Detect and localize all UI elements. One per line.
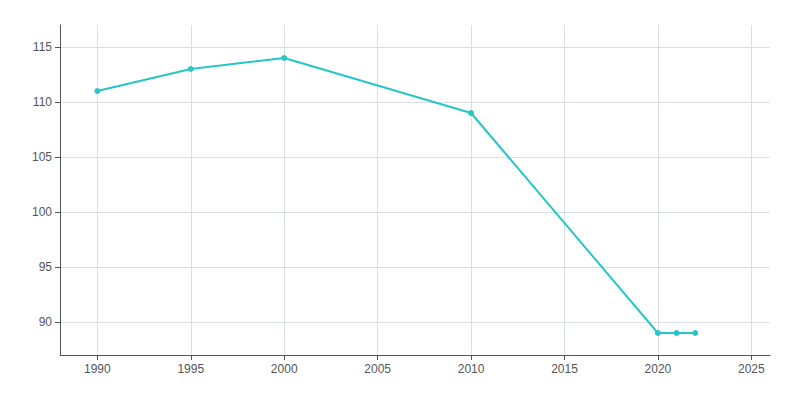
svg-text:1995: 1995: [177, 362, 204, 376]
svg-text:2015: 2015: [551, 362, 578, 376]
svg-text:2000: 2000: [271, 362, 298, 376]
svg-text:95: 95: [39, 260, 53, 274]
svg-text:2005: 2005: [364, 362, 391, 376]
svg-text:2020: 2020: [645, 362, 672, 376]
svg-text:1990: 1990: [84, 362, 111, 376]
svg-text:2010: 2010: [458, 362, 485, 376]
svg-text:110: 110: [33, 95, 52, 109]
svg-text:100: 100: [32, 205, 52, 219]
svg-text:90: 90: [39, 315, 53, 329]
svg-text:115: 115: [33, 40, 52, 54]
svg-text:105: 105: [32, 150, 52, 164]
svg-text:2025: 2025: [738, 362, 765, 376]
